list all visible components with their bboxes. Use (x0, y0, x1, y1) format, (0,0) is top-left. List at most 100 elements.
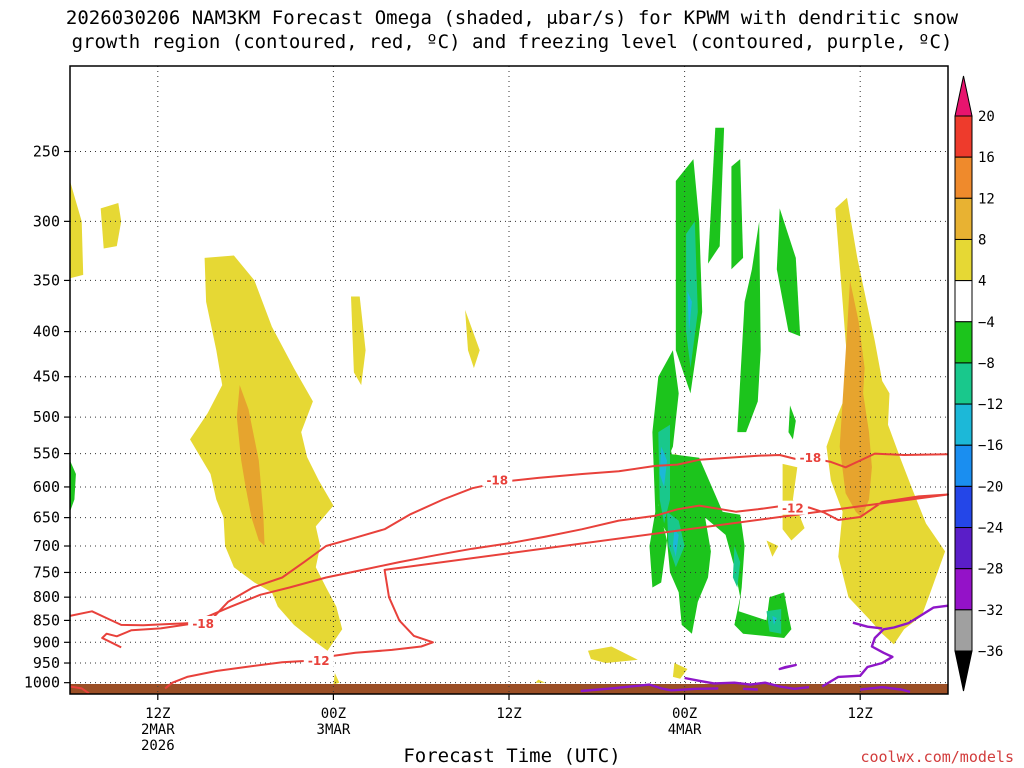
contour--12 (101, 493, 949, 690)
omega-down-region (659, 446, 667, 487)
omega-down-region (667, 453, 792, 638)
contour-label-bg (795, 449, 826, 464)
omega-up-region-4-8 (766, 540, 779, 557)
omega-down-region (731, 159, 744, 270)
contour-label: -12 (308, 654, 330, 668)
y-tick-label: 900 (33, 633, 60, 651)
contour--12-lower (69, 685, 90, 695)
y-tick-label: 550 (33, 445, 60, 463)
dendritic-growth-contours (69, 452, 949, 695)
y-tick-label: 800 (33, 588, 60, 606)
colorbar-box (954, 568, 973, 611)
omega-down-region (788, 405, 796, 440)
colorbar-box (954, 444, 973, 487)
y-tick-label: 650 (33, 509, 60, 527)
x-tick-label: 2026 (141, 738, 175, 754)
x-tick-label: 3MAR (317, 722, 351, 738)
omega-up-region-4-8 (351, 296, 366, 386)
freezing-level-line (852, 621, 883, 630)
colorbar-box (954, 609, 973, 652)
ground-strip (70, 684, 948, 694)
freezing-level-line (580, 683, 719, 693)
colorbar-label: −8 (978, 356, 995, 372)
freezing-level-contours (580, 604, 949, 693)
omega-down-region (687, 291, 692, 332)
omega-up-region-4-8 (100, 203, 122, 249)
colorbar-label: 12 (978, 191, 995, 207)
colorbar-label: −28 (978, 562, 1003, 578)
omega-up-region-4-8 (672, 663, 688, 679)
x-tick-label: 12Z (145, 706, 170, 722)
x-tick-label: 12Z (848, 706, 873, 722)
colorbar-label: 8 (978, 232, 986, 248)
omega-up-region-4-8 (333, 673, 340, 685)
omega-down-region (649, 350, 679, 588)
y-tick-label: 350 (33, 271, 60, 289)
colorbar-label: 4 (978, 274, 986, 290)
y-axis: 250 300 350 400 450 500 550 600 650 700 750 800 850 9… (24, 142, 70, 692)
y-tick-label: 950 (33, 654, 60, 672)
contour-label-bg (188, 615, 219, 630)
colorbar-label: −32 (978, 603, 1003, 619)
colorbar-box (954, 197, 973, 240)
contour-label: -18 (486, 474, 508, 488)
y-tick-label: 500 (33, 408, 60, 426)
omega-down-region (776, 208, 801, 337)
contour-label: -18 (800, 451, 822, 465)
y-tick-label: 1000 (24, 674, 60, 692)
x-tick-label: 2MAR (141, 722, 175, 738)
contour-label: -12 (782, 502, 804, 516)
contour-label-bg (303, 652, 334, 667)
omega-shading-layer (70, 127, 946, 685)
omega-up-region-4-8 (588, 646, 638, 663)
colorbar-label: −16 (978, 438, 1003, 454)
omega-up-region-4-8 (535, 679, 546, 683)
colorbar-box (954, 115, 973, 158)
chart-title: 2026030206 NAM3KM Forecast Omega (shaded… (0, 6, 1024, 54)
y-tick-label: 450 (33, 368, 60, 386)
omega-down-region (70, 460, 76, 512)
colorbar-box (954, 403, 973, 446)
colorbar-label: −4 (978, 315, 995, 331)
colorbar-box (954, 238, 973, 282)
colorbar: 20 16 12 8 4 −4 −8 −12 −16 −20 −24 −28 −32 −36 (954, 75, 1003, 692)
colorbar-bottom-arrow (954, 650, 973, 692)
omega-up-region-8-12 (236, 385, 265, 546)
omega-up-region-4-8 (70, 181, 84, 279)
y-tick-label: 400 (33, 323, 60, 341)
omega-down-region (686, 221, 698, 369)
grid-layer (70, 66, 948, 694)
freezing-level-line (743, 687, 758, 691)
freezing-level-line (821, 604, 949, 688)
omega-up-region-4-8 (465, 309, 480, 369)
contour-label: -18 (192, 617, 214, 631)
colorbar-box (954, 527, 973, 570)
x-axis-title: Forecast Time (UTC) (403, 745, 621, 767)
freezing-level-line (778, 663, 797, 671)
contour-label-bg (482, 472, 513, 487)
omega-down-region (672, 529, 679, 557)
colorbar-label: −12 (978, 397, 1003, 413)
colorbar-box (954, 485, 973, 529)
colorbar-box (954, 362, 973, 405)
colorbar-label: 16 (978, 150, 995, 166)
y-tick-label: 750 (33, 563, 60, 581)
plot-frame (69, 65, 949, 695)
chart-title-line-1: 2026030206 NAM3KM Forecast Omega (shaded… (65, 7, 959, 29)
omega-up-region-4-8 (190, 255, 343, 651)
colorbar-label: 20 (978, 109, 995, 125)
y-tick-label: 600 (33, 478, 60, 496)
credit-link[interactable]: coolwx.com/models (860, 748, 1014, 766)
colorbar-label: −24 (978, 521, 1003, 537)
omega-down-region (737, 221, 761, 433)
colorbar-box (954, 156, 973, 199)
x-tick-label: 00Z (672, 706, 697, 722)
omega-down-region (732, 546, 741, 588)
freezing-level-line (860, 686, 911, 693)
omega-up-region-4-8 (826, 197, 946, 645)
y-tick-label: 850 (33, 611, 60, 629)
y-tick-label: 300 (33, 212, 60, 230)
